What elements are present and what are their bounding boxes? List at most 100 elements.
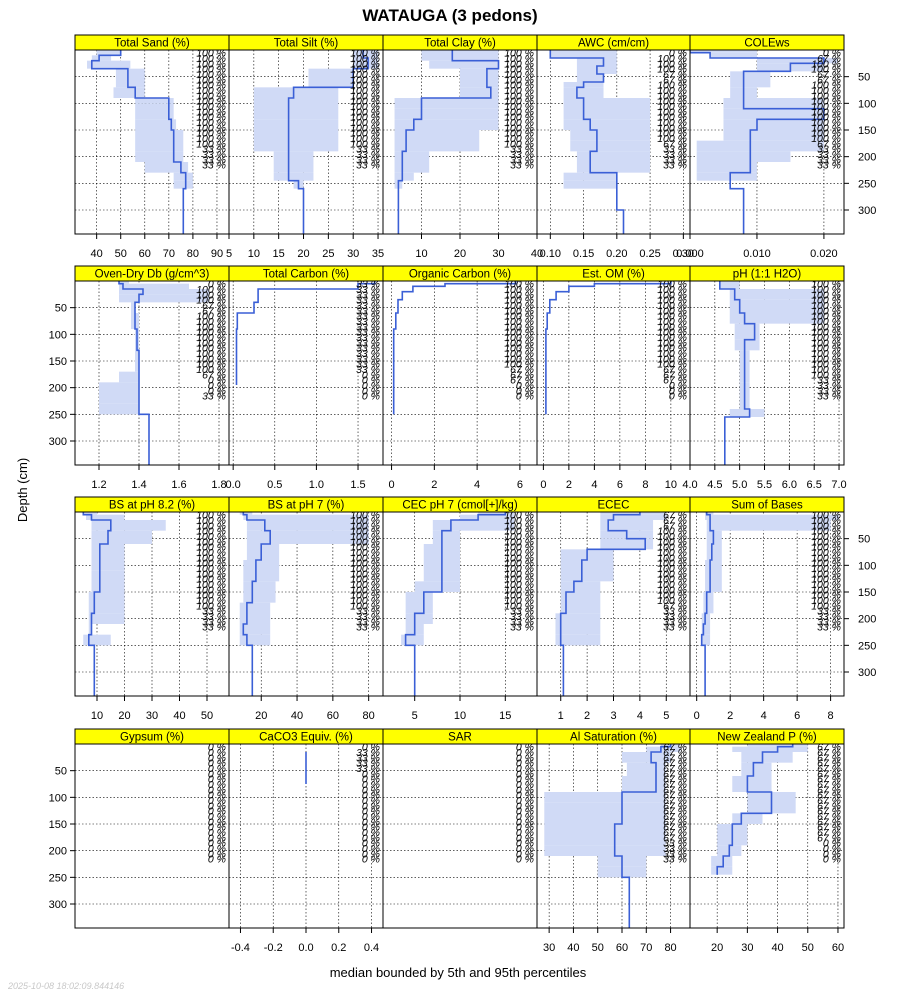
contribution-label: 100 % (657, 279, 687, 291)
contribution-label: 100 % (196, 133, 226, 145)
panel-caco3-equiv: CaCO3 Equiv. (%)0 %33 %33 %33 %33 %0 %0 … (228, 728, 384, 954)
contribution-label: 100 % (504, 305, 534, 317)
contribution-label: 100 % (196, 327, 226, 339)
y-axis-label: Depth (cm) (15, 458, 30, 522)
panel-body (690, 281, 844, 465)
contribution-label: 100 % (657, 348, 687, 360)
x-tick-label: 60 (616, 942, 628, 954)
percentile-band (273, 162, 314, 173)
panel-cec-ph-7-cmol-kg: CEC pH 7 (cmol[+]/kg)100 %100 %100 %100 … (382, 496, 538, 722)
contribution-label: 33 % (510, 144, 534, 156)
contribution-label: 100 % (811, 332, 841, 344)
percentile-band (729, 409, 765, 417)
percentile-band (460, 68, 499, 88)
contribution-label: 100 % (350, 74, 380, 86)
contribution-label: 33 % (356, 327, 380, 339)
contribution-label: 100 % (196, 117, 226, 129)
percentile-band (478, 512, 515, 515)
contribution-label: 100 % (657, 284, 687, 296)
contribution-label: 67 % (202, 369, 226, 381)
contribution-label: 100 % (657, 53, 687, 65)
contribution-label: 100 % (504, 332, 534, 344)
contribution-label: 100 % (657, 353, 687, 365)
x-tick-label: 70 (163, 248, 175, 260)
contribution-label: 67 % (817, 816, 841, 828)
percentile-band (135, 119, 177, 130)
contribution-label: 100 % (657, 359, 687, 371)
percentile-band (91, 544, 125, 560)
percentile-band (723, 130, 824, 141)
contribution-label: 67 % (817, 752, 841, 764)
percentile-band (86, 514, 125, 520)
contribution-label: 100 % (657, 128, 687, 140)
contribution-label: 100 % (811, 64, 841, 76)
median-line (545, 281, 672, 415)
x-tick-label: 6.5 (807, 479, 822, 491)
percentile-band (173, 172, 193, 181)
x-tick-label: 60 (832, 942, 844, 954)
percentile-band (555, 613, 601, 624)
contribution-label: 100 % (196, 295, 226, 307)
depth-tick-label: 250 (858, 178, 876, 190)
percentile-band (730, 71, 771, 88)
contribution-label: 33 % (817, 160, 841, 172)
contribution-label: 100 % (196, 321, 226, 333)
contribution-label: 67 % (817, 763, 841, 775)
percentile-band (119, 289, 209, 295)
contribution-label: 100 % (657, 133, 687, 145)
contribution-label: 33 % (202, 144, 226, 156)
percentile-band (135, 151, 184, 162)
percentile-band (560, 592, 601, 614)
contribution-label: 100 % (504, 96, 534, 108)
contribution-label: 33 % (202, 160, 226, 172)
x-tick-label: 5 (663, 710, 669, 722)
contribution-label: 0 % (208, 816, 226, 828)
contribution-label: 100 % (657, 101, 687, 113)
x-tick-label: 1.5 (350, 479, 365, 491)
panel-frame (689, 49, 845, 235)
contribution-label: 100 % (811, 584, 841, 596)
contribution-label: 33 % (817, 380, 841, 392)
contribution-label: 100 % (350, 542, 380, 554)
panel-strip-label: AWC (cm/cm) (578, 38, 649, 50)
panel-total-carbon: Total Carbon (%)33 %33 %33 %33 %33 %33 %… (226, 265, 384, 491)
contribution-label: 67 % (663, 752, 687, 764)
contribution-label: 100 % (657, 64, 687, 76)
contribution-label: 100 % (811, 343, 841, 355)
percentile-band (734, 323, 760, 340)
panel-strip-label: Total Silt (%) (274, 38, 339, 50)
depth-tick-label: 100 (49, 329, 67, 341)
x-tick-label: -0.4 (231, 942, 250, 954)
x-tick-label: 8 (828, 710, 834, 722)
contribution-label: 100 % (504, 311, 534, 323)
contribution-label: 0 % (208, 838, 226, 850)
contribution-label: 33 % (817, 385, 841, 397)
contribution-label: 100 % (657, 112, 687, 124)
median-line (242, 512, 271, 696)
contribution-label: 100 % (811, 90, 841, 102)
panel-total-silt: Total Silt (%)100 %100 %100 %100 %100 %1… (226, 34, 384, 260)
contribution-label: 100 % (504, 531, 534, 543)
contribution-label: 100 % (196, 138, 226, 150)
contribution-label: 67 % (663, 364, 687, 376)
contribution-label: 100 % (350, 536, 380, 548)
x-tick-label: 35 (372, 248, 384, 260)
contribution-label: 100 % (196, 90, 226, 102)
percentile-band (705, 514, 839, 520)
contribution-label: 100 % (811, 305, 841, 317)
contribution-label: 100 % (504, 579, 534, 591)
contribution-label: 33 % (202, 149, 226, 161)
contribution-label: 67 % (817, 768, 841, 780)
contribution-label: 33 % (356, 343, 380, 355)
panel-frame (382, 743, 538, 929)
contribution-label: 33 % (356, 289, 380, 301)
contribution-label: 0 % (362, 795, 380, 807)
x-tick-label: 0 (540, 479, 546, 491)
percentile-band (119, 294, 209, 303)
median-line (287, 50, 369, 234)
contribution-label: 33 % (356, 311, 380, 323)
contribution-label: 67 % (510, 364, 534, 376)
panel-strip-label: BS at pH 7 (%) (268, 500, 345, 512)
